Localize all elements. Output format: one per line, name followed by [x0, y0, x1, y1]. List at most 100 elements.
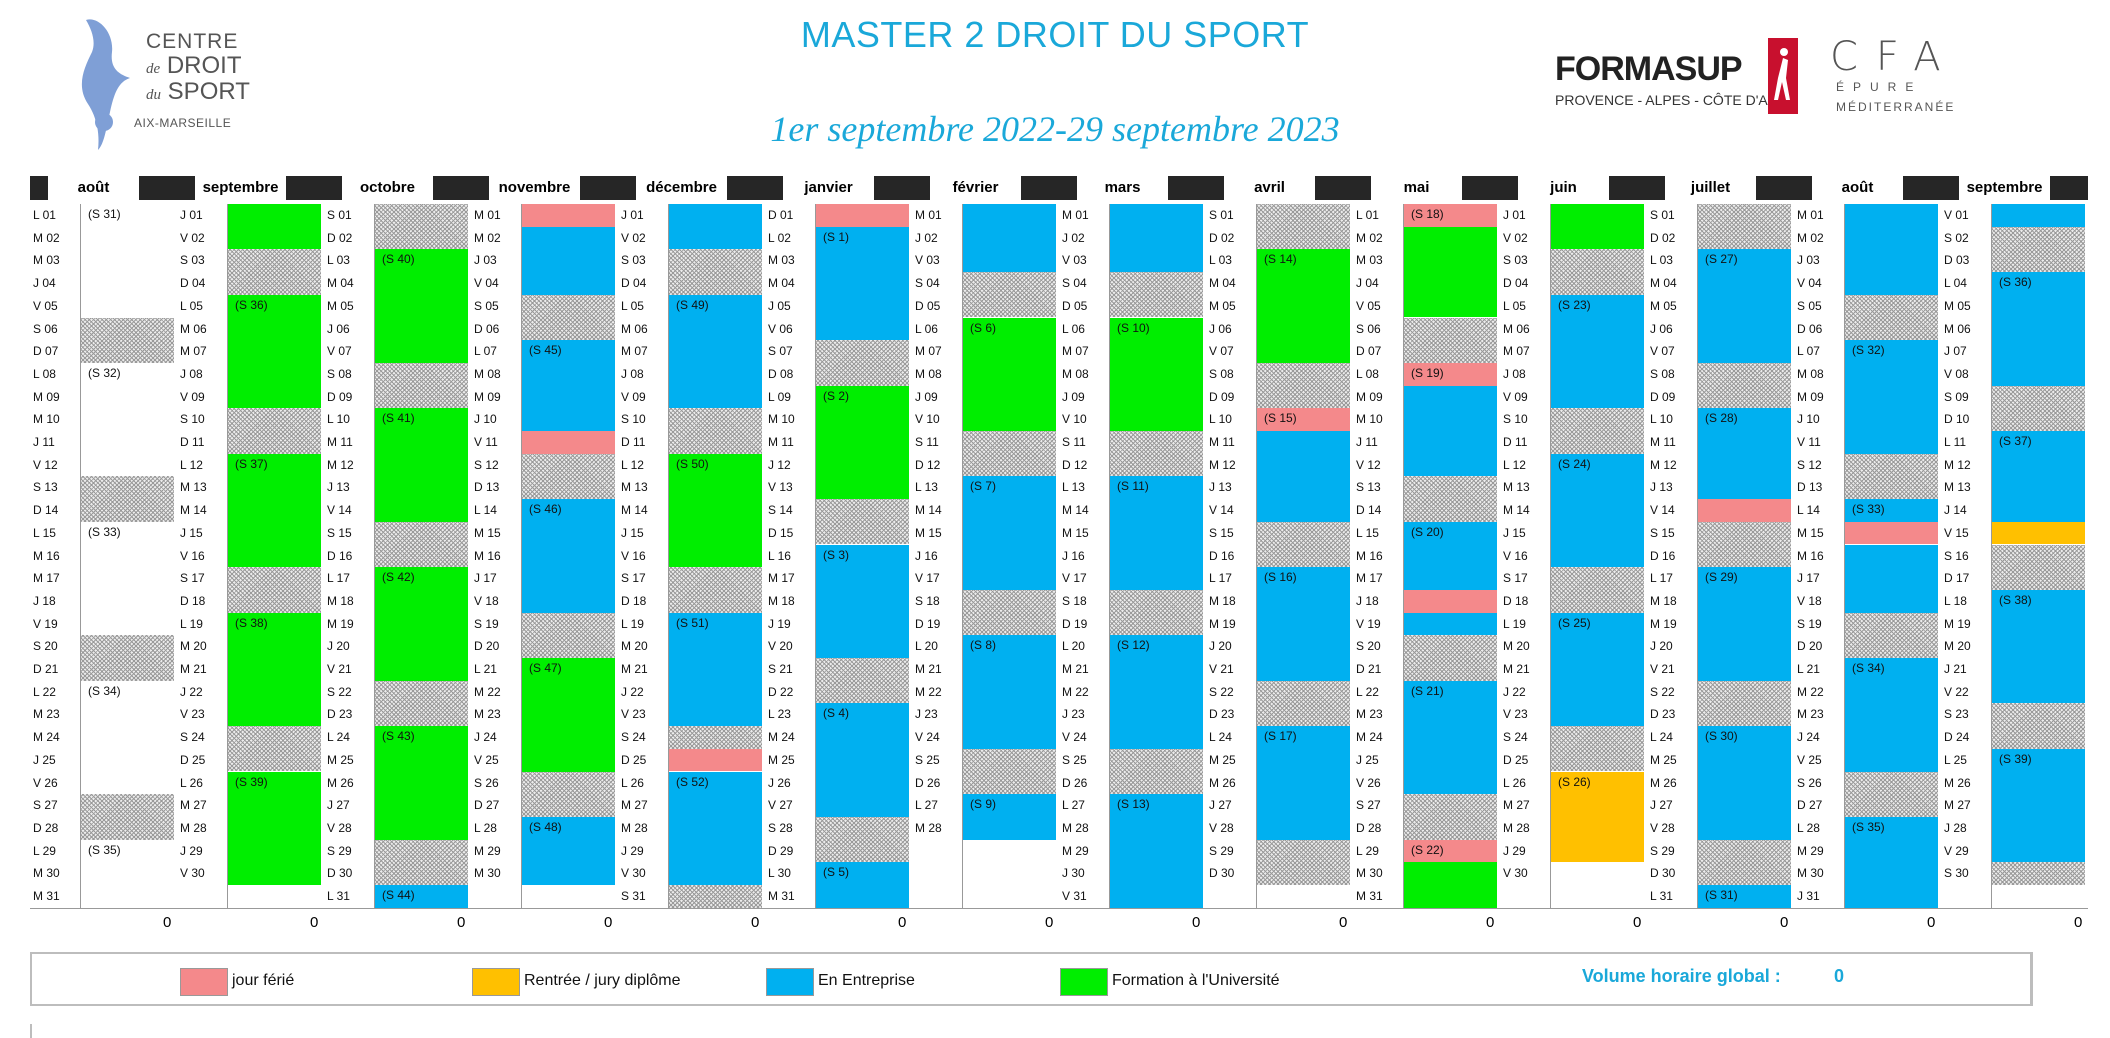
day-label: M 04: [1650, 276, 1677, 291]
period-block: [1698, 408, 1791, 500]
day-label: D 15: [768, 525, 794, 540]
month-header: avril: [1224, 176, 1315, 200]
day-label: J 20: [1209, 639, 1232, 654]
day-label: J 13: [1209, 480, 1232, 495]
day-label: L 07: [1797, 344, 1820, 359]
day-label: V 15: [1944, 525, 1969, 540]
day-label: J 29: [1503, 843, 1526, 858]
day-label: S 18: [915, 593, 940, 608]
day-label: S 22: [327, 684, 352, 699]
week-number-label: (S 50): [676, 456, 709, 471]
day-label: S 29: [327, 843, 352, 858]
day-label: M 09: [1356, 389, 1383, 404]
day-label: S 24: [621, 730, 646, 745]
day-label: V 22: [1944, 684, 1969, 699]
period-block: [1992, 521, 2085, 545]
day-label: M 03: [1356, 253, 1383, 268]
day-label: V 03: [1062, 253, 1087, 268]
week-number-label: (S 32): [1852, 343, 1885, 358]
period-block: [816, 226, 909, 341]
weekend-block: [81, 476, 174, 522]
day-label: L 10: [1650, 412, 1673, 427]
day-label: L 01: [1356, 208, 1379, 222]
day-label: V 06: [768, 321, 793, 336]
period-block: [963, 476, 1056, 590]
day-label: S 11: [1062, 435, 1086, 449]
day-label: J 25: [1356, 752, 1379, 767]
day-label: J 08: [1503, 366, 1526, 381]
day-label: J 25: [33, 752, 56, 767]
day-label: J 20: [1650, 639, 1673, 654]
day-label: J 29: [180, 843, 203, 858]
day-label: J 23: [915, 707, 938, 722]
day-label: S 27: [1356, 798, 1381, 813]
day-label: M 08: [474, 366, 501, 381]
week-number-label: (S 5): [823, 865, 850, 880]
day-label: S 26: [1797, 775, 1822, 790]
day-label: V 10: [915, 412, 940, 427]
day-label: S 15: [1650, 525, 1675, 540]
day-label: D 16: [1209, 548, 1235, 563]
day-label: J 14: [1944, 503, 1967, 518]
weekend-block: [669, 885, 762, 908]
weekend-block: [1698, 204, 1791, 250]
day-label: J 15: [1503, 525, 1526, 540]
day-label: J 17: [1797, 571, 1820, 586]
day-label: M 30: [1356, 866, 1383, 881]
day-label: J 05: [768, 298, 791, 313]
period-block: [669, 748, 762, 772]
day-label: L 26: [180, 775, 203, 790]
day-label: M 28: [621, 820, 648, 835]
day-label: S 06: [33, 321, 58, 336]
day-label: L 26: [621, 775, 644, 790]
day-label: J 09: [1062, 389, 1085, 404]
period-block: [1845, 658, 1938, 772]
weekend-block: [375, 839, 468, 885]
day-label: M 19: [327, 616, 354, 631]
day-label: L 17: [1650, 571, 1673, 586]
day-label: S 25: [1062, 752, 1087, 767]
day-label: M 18: [327, 593, 354, 608]
week-number-label: (S 34): [88, 683, 121, 698]
day-label: M 01: [915, 208, 942, 222]
column-divider: [1109, 204, 1110, 908]
day-label: V 24: [1062, 730, 1087, 745]
day-label: V 10: [1062, 412, 1087, 427]
week-number-label: (S 12): [1117, 638, 1150, 653]
day-label: M 13: [621, 480, 648, 495]
period-block: [669, 294, 762, 409]
week-number-label: (S 31): [1705, 888, 1738, 902]
day-label: V 26: [33, 775, 58, 790]
period-block: [669, 771, 762, 885]
day-label: D 23: [1209, 707, 1235, 722]
day-label: V 05: [1356, 298, 1381, 313]
day-label: M 15: [474, 525, 501, 540]
week-number-label: (S 44): [382, 888, 415, 902]
weekend-block: [1992, 703, 2085, 749]
period-block: [522, 340, 615, 431]
day-label: J 18: [1356, 593, 1379, 608]
legend-swatch-universite: [1060, 968, 1108, 996]
week-number-label: (S 38): [1999, 592, 2032, 607]
day-label: L 27: [1062, 798, 1085, 813]
week-number-label: (S 13): [1117, 797, 1150, 812]
day-label: L 19: [621, 616, 644, 631]
day-label: D 24: [1944, 730, 1970, 745]
day-label: M 08: [1062, 366, 1089, 381]
period-block: [1257, 567, 1350, 681]
day-label: L 30: [768, 866, 791, 881]
day-label: V 14: [1650, 503, 1675, 518]
day-label: V 13: [768, 480, 793, 495]
centre-droit-sport-logo: CENTRE de DROIT du SPORT AIX-MARSEILLE: [74, 12, 264, 152]
day-label: J 02: [1062, 230, 1085, 245]
day-label: D 10: [1944, 412, 1970, 427]
day-label: M 07: [1062, 344, 1089, 359]
period-block: [1404, 226, 1497, 318]
day-label: J 13: [327, 480, 350, 495]
month-total-value: 0: [1633, 913, 1642, 931]
day-label: M 17: [1356, 571, 1383, 586]
month-header: août: [48, 176, 139, 200]
day-label: M 20: [180, 639, 207, 654]
column-divider: [1844, 204, 1845, 908]
day-label: D 11: [621, 435, 646, 449]
